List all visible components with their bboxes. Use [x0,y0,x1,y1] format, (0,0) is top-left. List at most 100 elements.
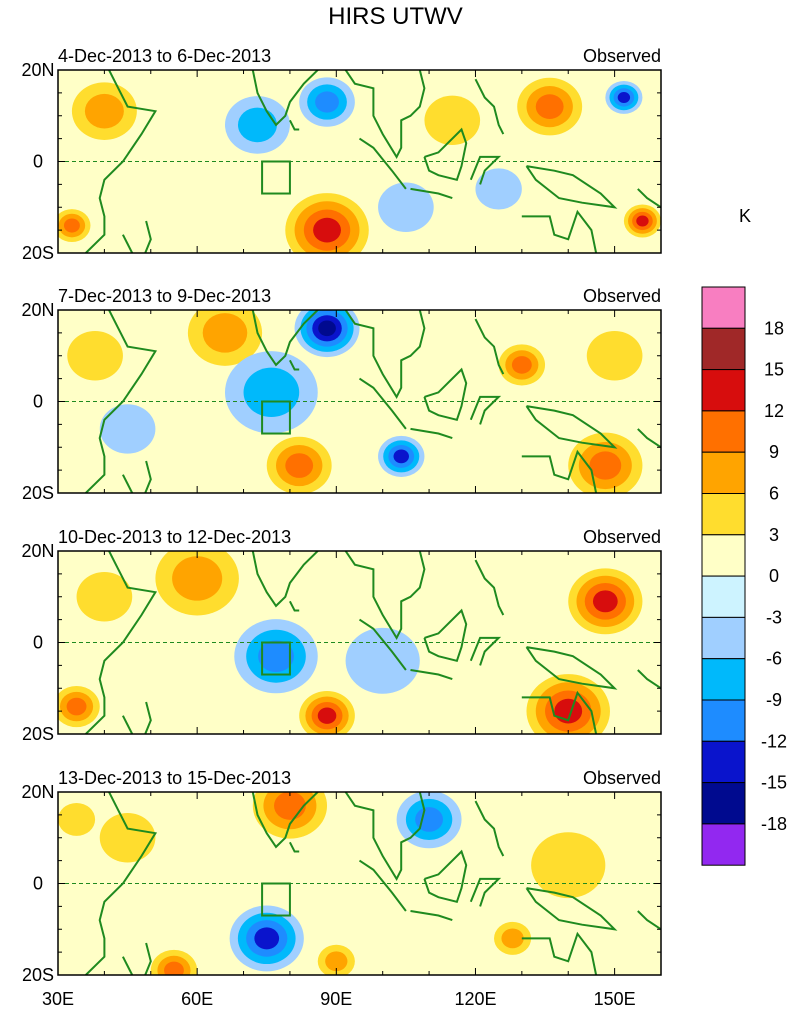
coastline [250,792,426,881]
colorbar-swatch [701,493,746,536]
coastline [637,428,661,449]
panel-period-label: 4-Dec-2013 to 6-Dec-2013 [58,46,271,66]
anomaly-contour [99,813,156,863]
colorbar-level-label: -15 [761,773,787,793]
coastline [358,859,407,912]
colorbar-level-label: -6 [766,649,782,669]
anomaly-contour [258,640,294,673]
coastline [410,669,453,681]
coastline [525,405,618,449]
coastline [250,70,426,159]
y-tick-label: 0 [33,874,43,894]
colorbar-swatch [701,616,746,660]
anomaly-contour [345,627,420,694]
coastline [289,359,300,371]
coastline [144,942,152,975]
coastline [289,119,300,131]
colorbar-swatch [701,534,746,577]
coastline [521,690,598,734]
x-tick-label: 90E [320,989,352,1009]
anomaly-contour [535,94,564,119]
anomaly-field [58,792,661,975]
colorbar: 18 15 12 9 6 3 0 -3 -6 -9 -12 -15 -18 K [701,206,787,866]
anomaly-contour [424,95,481,146]
y-tick-label: 20S [22,724,54,744]
coastline [423,608,468,662]
coastline [410,427,453,440]
coastline [469,877,502,907]
colorbar-swatch [701,575,746,618]
colorbar-swatch [701,658,746,701]
anomaly-contour [99,404,156,454]
coastline [525,165,618,209]
anomaly-contour [317,707,337,724]
coastline [521,209,598,253]
colorbar-swatch [701,410,746,453]
panel-type-label: Observed [583,286,661,306]
x-tick-label: 150E [594,989,636,1009]
coastline [358,618,407,671]
colorbar-level-label: 15 [764,360,784,380]
colorbar-swatch [701,286,746,329]
coastline [525,887,618,931]
anomaly-contour [58,802,96,836]
x-tick-label: 60E [181,989,213,1009]
anomaly-contour [315,91,339,113]
colorbar-level-label: 12 [764,401,784,421]
coastline [122,234,134,253]
coastline [637,188,661,209]
coastline [289,841,300,853]
anomaly-contour [617,91,631,103]
map-panel-3: 20N 0 20S 10-Dec-2013 to 12-Dec-2013 Observe… [21,527,662,744]
anomaly-contour [318,320,336,337]
coastline [637,669,661,690]
y-tick-label: 20N [21,60,54,80]
colorbar-level-label: 9 [769,442,779,462]
anomaly-contour [511,356,532,374]
coastline [521,931,598,975]
colorbar-level-label: 18 [764,318,784,338]
colorbar-swatch [701,740,746,784]
colorbar-swatch [701,823,746,866]
coastline [358,377,407,430]
anomaly-field [67,310,661,493]
coastline [423,849,468,903]
map-panel-4: 20N 0 20S 13-Dec-2013 to 15-Dec-2013 Observe… [21,768,662,985]
y-tick-label: 20N [21,300,54,320]
coastline [423,127,468,181]
coastline [358,137,407,190]
panel-period-label: 7-Dec-2013 to 9-Dec-2013 [58,286,271,306]
anomaly-contour [164,961,184,975]
anomaly-field [58,70,661,253]
colorbar-level-label: -18 [761,814,787,834]
anomaly-contour [592,590,618,613]
anomaly-contour [66,697,87,716]
colorbar-level-label: 6 [769,484,779,504]
anomaly-contour [285,453,314,478]
map-panel-1: 20N 0 20S 4-Dec-2013 to 6-Dec-2013 Observed [21,46,662,263]
coastline [474,78,505,135]
y-tick-label: 20S [22,483,54,503]
anomaly-contour [501,928,524,949]
anomaly-contour [172,556,223,601]
y-tick-label: 0 [33,633,43,653]
y-tick-label: 20N [21,782,54,802]
anomaly-contour [636,215,649,227]
coastline [410,187,453,200]
anomaly-contour [325,951,348,972]
coastline [144,220,152,253]
coastline [410,910,453,922]
y-tick-label: 0 [33,152,43,172]
anomaly-field [58,551,661,734]
coastline [122,474,134,493]
anomaly-contour [243,367,300,418]
coastline [144,460,152,493]
anomaly-contour [76,572,133,622]
x-tick-label: 120E [454,989,496,1009]
colorbar-level-label: -12 [761,731,787,751]
anomaly-contour [475,168,522,210]
coastline [474,800,505,857]
coastline [122,956,134,975]
coastline [474,318,505,375]
